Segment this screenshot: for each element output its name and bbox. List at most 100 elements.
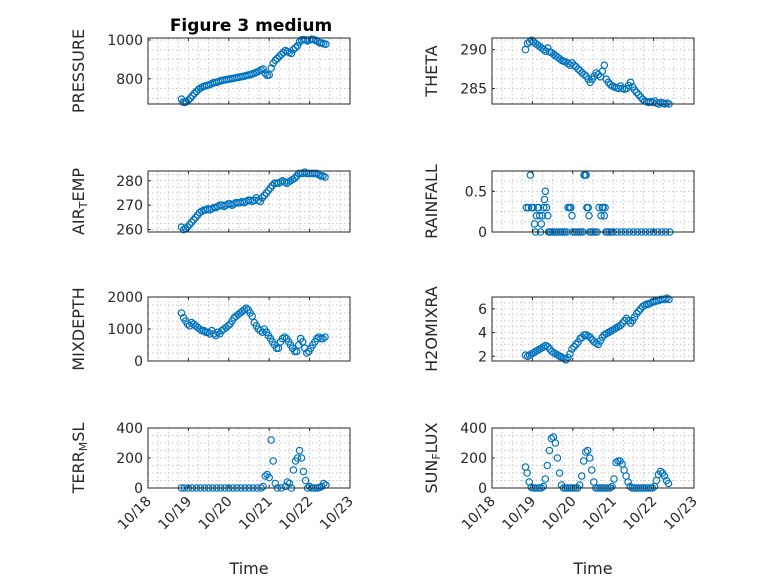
data-point [541, 475, 550, 483]
axes-box [491, 296, 695, 362]
data-point [576, 66, 584, 75]
y-axis-label: RAINFALL [422, 164, 441, 239]
y-tick-label: 0 [134, 354, 143, 370]
y-axis-label: SUNFLUX [422, 422, 443, 493]
x-tick-label: 10/20 [196, 494, 236, 534]
data-point [535, 211, 544, 220]
data-point [287, 49, 296, 58]
data-point [256, 197, 265, 206]
data-point [580, 70, 588, 79]
data-point [224, 321, 232, 330]
data-point [587, 466, 596, 474]
data-point [570, 342, 578, 351]
data-point [583, 446, 592, 455]
y-tick-label: 0 [478, 225, 487, 241]
data-point [277, 50, 286, 59]
x-tick-label: 10/19 [499, 494, 539, 534]
y-tick-label: 400 [460, 421, 487, 437]
data-point [582, 171, 590, 179]
y-axis-label: MIXDEPTH [69, 287, 88, 370]
data-point [577, 472, 586, 480]
data-point [608, 482, 616, 491]
data-point [581, 448, 590, 456]
x-tick-label: 10/23 [661, 494, 701, 534]
data-point [275, 52, 284, 61]
data-point [632, 88, 641, 97]
data-point [539, 203, 548, 212]
data-point [537, 220, 546, 228]
data-point [271, 56, 280, 65]
series-markers [177, 35, 330, 107]
data-point [264, 186, 273, 195]
data-point [267, 436, 276, 444]
data-point [543, 44, 552, 52]
panel-terr_msl: 0 200 400 10/18 10/19 10/20 10/21 10/22 10/23 TER… [69, 421, 357, 578]
data-point [285, 479, 294, 488]
data-point [624, 316, 633, 325]
y-tick-label: 6 [478, 302, 487, 318]
data-point [626, 78, 635, 87]
data-point [556, 55, 564, 63]
data-point [624, 478, 632, 486]
data-point [600, 61, 609, 69]
data-point [616, 321, 625, 330]
data-point [543, 211, 552, 220]
data-point [259, 482, 267, 491]
data-point [585, 454, 594, 462]
data-point [579, 457, 588, 465]
data-point [214, 328, 222, 337]
y-tick-label: 280 [116, 174, 143, 190]
data-point [265, 473, 274, 482]
axes-box [491, 170, 695, 233]
y-axis-label: THETA [422, 45, 441, 97]
panel-sun_flux: 0 200 400 10/18 10/19 10/20 10/21 10/22 10/23 SUN… [422, 421, 701, 578]
y-tick-label: 290 [460, 43, 487, 59]
data-point [283, 478, 292, 486]
data-point [566, 203, 575, 212]
data-point [586, 333, 595, 342]
panel-h2omixra: 2 4 6 H2OMIXRA [422, 286, 695, 372]
grid [147, 38, 351, 104]
data-point [562, 355, 570, 364]
data-point [200, 326, 208, 335]
data-point [568, 345, 576, 353]
y-tick-label: 200 [116, 451, 143, 467]
data-point [278, 334, 287, 343]
panel-mixdepth: 0 1000 2000 MIXDEPTH [69, 287, 351, 371]
x-axis-label: Time [572, 559, 612, 578]
figure-title: Figure 3 medium [170, 16, 332, 36]
y-axis-label: H2OMIXRA [422, 286, 441, 372]
data-point [568, 58, 576, 67]
data-point [555, 469, 564, 477]
data-point [258, 194, 267, 202]
data-point [626, 319, 635, 327]
data-point [572, 340, 580, 349]
data-point [293, 454, 302, 462]
y-tick-label: 260 [116, 223, 143, 239]
data-point [293, 41, 302, 50]
x-tick-label: 10/19 [155, 494, 195, 534]
data-point [289, 45, 298, 54]
data-point [297, 454, 306, 462]
data-point [584, 203, 593, 212]
data-point [632, 309, 641, 318]
y-tick-label: 4 [478, 326, 487, 342]
data-point [634, 307, 643, 316]
data-point [656, 467, 665, 476]
y-tick-label: 2000 [107, 290, 143, 306]
data-point [572, 62, 580, 71]
data-point [321, 40, 330, 49]
y-tick-label: 1000 [107, 33, 143, 49]
data-point [597, 211, 605, 220]
data-point [189, 216, 198, 224]
data-point [553, 454, 562, 462]
panel-air_temp: 260 270 280 AIRTEMP [69, 168, 351, 239]
y-tick-label: 0 [134, 481, 143, 497]
data-point [321, 173, 329, 181]
data-point [190, 89, 199, 98]
data-point [604, 78, 613, 87]
data-point [186, 94, 195, 103]
data-point [634, 90, 643, 99]
y-tick-label: 285 [460, 81, 487, 97]
data-point [299, 467, 308, 476]
